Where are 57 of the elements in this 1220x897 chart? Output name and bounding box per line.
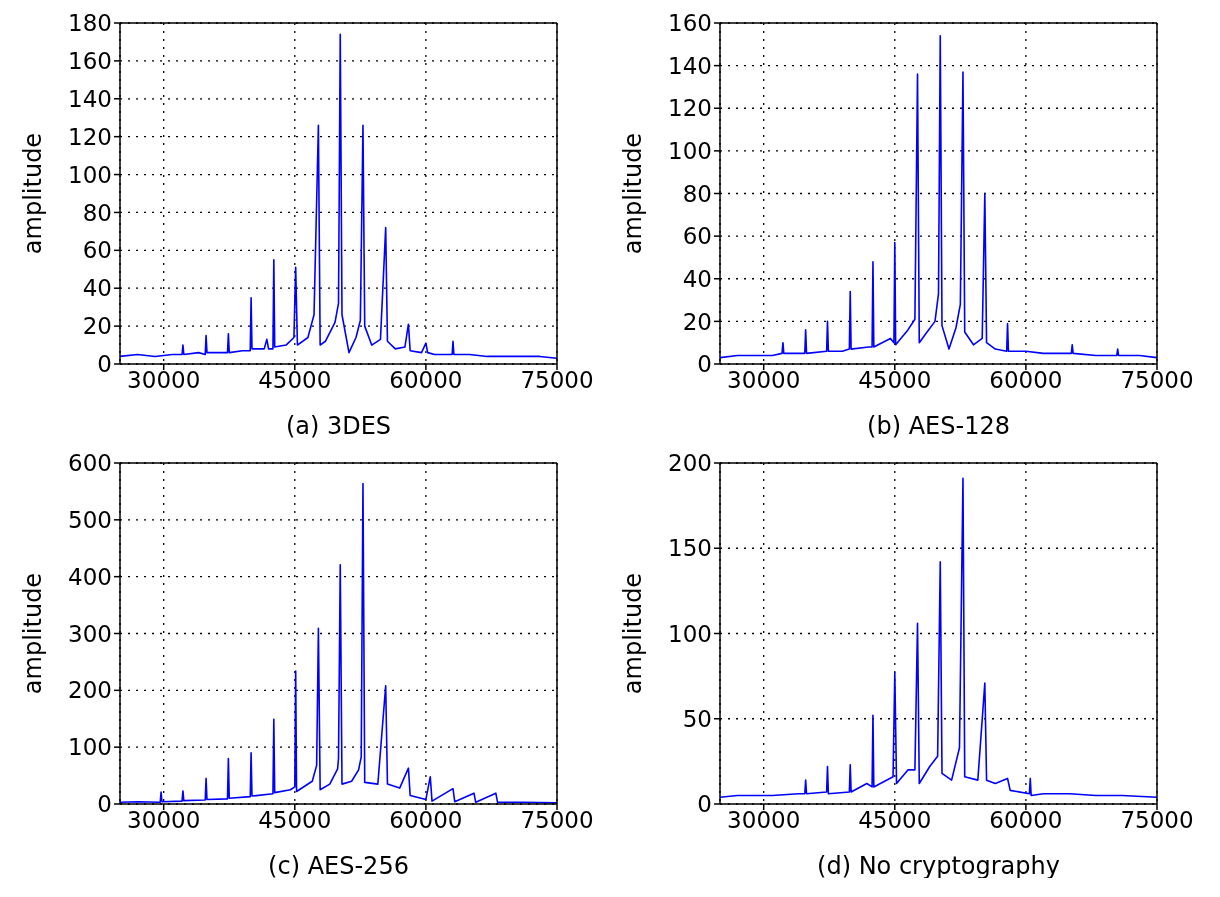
x-tick-label: 75000 <box>520 367 594 394</box>
y-tick-label: 0 <box>697 351 712 378</box>
y-axis-title: amplitude <box>618 132 647 255</box>
y-tick-label: 100 <box>68 734 112 761</box>
y-tick-label: 0 <box>97 351 112 378</box>
y-tick-label: 100 <box>668 620 712 647</box>
y-tick-label: 140 <box>68 85 112 112</box>
y-tick-label: 60 <box>682 223 712 250</box>
y-tick-label: 60 <box>82 237 112 264</box>
x-tick-label: 75000 <box>520 807 594 834</box>
x-tick-label: 75000 <box>1120 367 1194 394</box>
y-tick-label: 400 <box>68 563 112 590</box>
y-tick-label: 80 <box>82 199 112 226</box>
y-tick-label: 80 <box>682 180 712 207</box>
y-tick-label: 120 <box>68 123 112 150</box>
y-axis-title: amplitude <box>18 572 47 695</box>
x-tick-label: 75000 <box>1120 807 1194 834</box>
y-axis-title: amplitude <box>18 132 47 255</box>
y-tick-label: 180 <box>68 10 112 37</box>
y-tick-label: 600 <box>68 450 112 477</box>
y-tick-label: 120 <box>668 95 712 122</box>
y-tick-label: 20 <box>82 313 112 340</box>
x-tick-label: 45000 <box>858 807 932 834</box>
x-tick-label: 60000 <box>389 367 463 394</box>
x-axis-title: (b) AES-128 <box>867 412 1010 440</box>
x-tick-label: 45000 <box>258 807 332 834</box>
x-tick-label: 30000 <box>727 367 801 394</box>
y-tick-label: 100 <box>668 138 712 165</box>
y-tick-label: 20 <box>682 308 712 335</box>
y-tick-label: 0 <box>97 791 112 818</box>
x-tick-label: 45000 <box>858 367 932 394</box>
x-axis-title: (a) 3DES <box>285 412 392 440</box>
y-tick-label: 150 <box>668 535 712 562</box>
line-series <box>720 477 1157 798</box>
x-tick-label: 60000 <box>989 367 1063 394</box>
line-series <box>720 34 1157 359</box>
y-tick-label: 100 <box>68 161 112 188</box>
y-tick-label: 500 <box>68 507 112 533</box>
y-axis-title: amplitude <box>618 572 647 695</box>
y-tick-label: 200 <box>668 450 712 477</box>
x-tick-label: 30000 <box>727 807 801 834</box>
y-tick-label: 50 <box>682 705 712 732</box>
y-tick-label: 160 <box>68 48 112 75</box>
y-tick-label: 40 <box>682 265 712 292</box>
x-tick-label: 30000 <box>127 807 201 834</box>
y-tick-label: 40 <box>82 275 112 302</box>
x-axis-title: (c) AES-256 <box>268 852 409 880</box>
y-tick-label: 300 <box>68 620 112 647</box>
x-tick-label: 30000 <box>127 367 201 394</box>
x-tick-label: 45000 <box>258 367 332 394</box>
x-tick-label: 60000 <box>389 807 463 834</box>
y-tick-label: 140 <box>668 52 712 79</box>
x-tick-label: 60000 <box>989 807 1063 834</box>
line-series <box>120 33 557 360</box>
y-tick-label: 0 <box>697 791 712 818</box>
y-tick-label: 160 <box>668 10 712 37</box>
y-tick-label: 200 <box>68 677 112 704</box>
